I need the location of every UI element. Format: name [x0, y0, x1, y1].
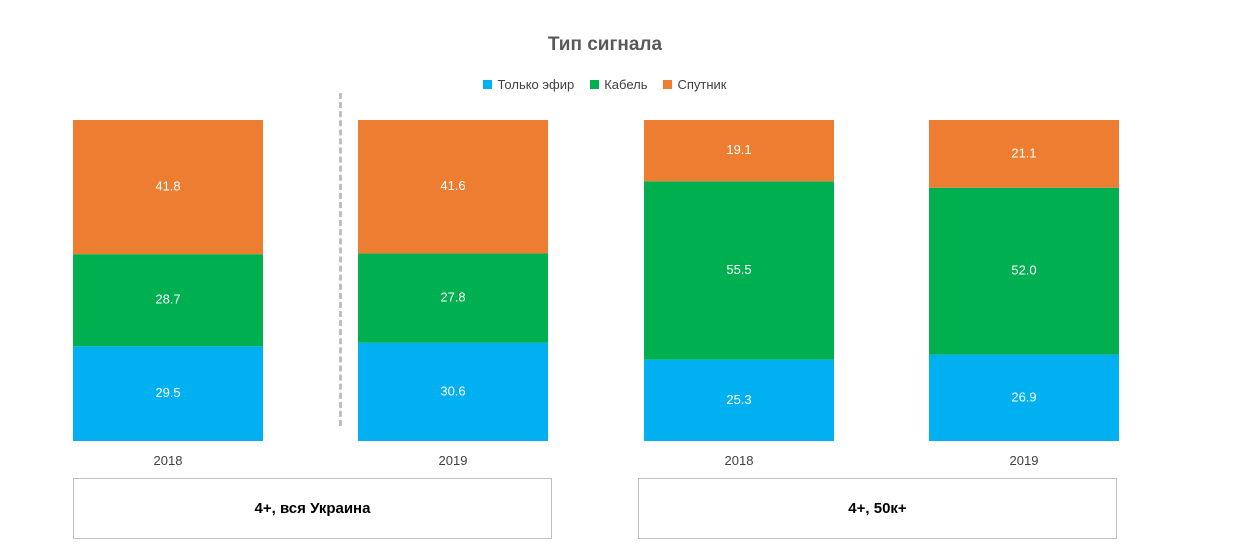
data-label-air: 29.5 [155, 385, 180, 400]
legend-swatch-cable [590, 80, 600, 89]
bar-segment-air [929, 354, 1119, 441]
bar-segment-satellite [73, 120, 263, 255]
legend-item-satellite: Спутник [663, 77, 727, 92]
bar-segment-cable [929, 187, 1119, 355]
bar-segment-air [644, 359, 834, 441]
data-label-satellite: 21.1 [1011, 145, 1036, 160]
legend-item-cable: Кабель [590, 77, 647, 92]
group-label-ukraine: 4+, вся Украина [73, 478, 552, 539]
data-label-satellite: 41.8 [155, 179, 180, 194]
bar-segment-satellite [929, 120, 1119, 188]
legend-label-satellite: Спутник [677, 77, 727, 92]
x-tick-label: 2019 [1010, 453, 1039, 468]
data-label-cable: 52.0 [1011, 263, 1036, 278]
data-label-air: 30.6 [440, 383, 465, 398]
bar-segment-air [358, 342, 548, 441]
data-label-satellite: 41.6 [440, 178, 465, 193]
bar-segment-air [73, 346, 263, 441]
chart-title: Тип сигнала [547, 34, 663, 55]
legend-item-air: Только эфир [483, 77, 574, 92]
data-label-cable: 27.8 [440, 290, 465, 305]
data-label-air: 25.3 [726, 392, 751, 407]
data-label-air: 26.9 [1011, 389, 1036, 404]
bar-segment-satellite [358, 120, 548, 254]
legend-label-air: Только эфир [497, 77, 575, 92]
legend: Только эфир Кабель Спутник [0, 77, 1210, 92]
group-divider [339, 93, 342, 426]
bar-segment-satellite [644, 120, 834, 182]
legend-label-cable: Кабель [604, 77, 648, 92]
x-tick-label: 2019 [439, 453, 468, 468]
data-label-cable: 55.5 [726, 262, 751, 277]
legend-swatch-satellite [663, 80, 673, 89]
x-tick-label: 2018 [725, 453, 754, 468]
legend-swatch-air [483, 80, 493, 89]
group-label-50k: 4+, 50к+ [638, 478, 1117, 539]
data-label-cable: 28.7 [155, 292, 180, 307]
bar-segment-cable [644, 181, 834, 360]
bar-segment-cable [358, 253, 548, 343]
data-label-satellite: 19.1 [726, 142, 751, 157]
bar-segment-cable [73, 254, 263, 347]
x-tick-label: 2018 [154, 453, 183, 468]
